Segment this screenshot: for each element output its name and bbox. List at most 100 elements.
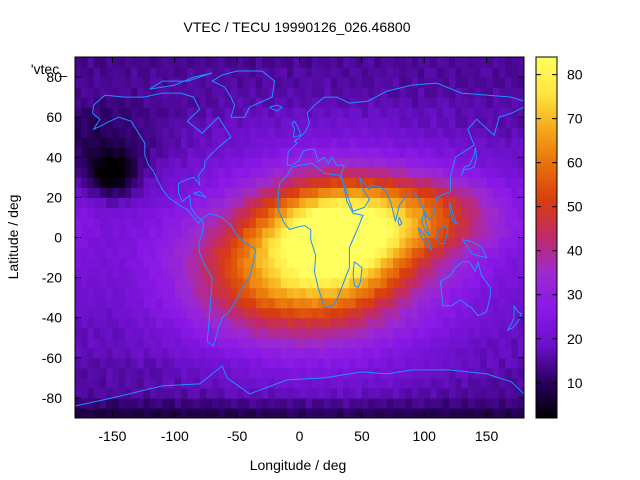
heatmap-cell [131,87,138,98]
heatmap-cell [156,67,163,78]
heatmap-cell [93,87,101,98]
heatmap-cell [199,347,207,359]
heatmap-cell [174,237,182,249]
heatmap-cell [424,157,432,168]
heatmap-cell [224,287,232,299]
heatmap-cell [511,377,519,389]
heatmap-cell [112,387,120,399]
heatmap-cell [174,287,182,299]
heatmap-cell [131,327,138,339]
heatmap-cell [505,307,513,319]
heatmap-cell [205,157,213,168]
heatmap-cell [237,347,244,359]
heatmap-cell [75,277,82,289]
heatmap-cell [368,157,375,168]
heatmap-cell [517,267,524,279]
heatmap-cell [187,107,195,118]
heatmap-cell [162,197,170,209]
heatmap-cell [336,367,344,379]
heatmap-cell [81,107,89,118]
heatmap-cell [218,397,226,409]
heatmap-cell [118,177,126,188]
heatmap-cell [218,337,226,349]
heatmap-cell [218,287,226,299]
heatmap-cell [93,287,101,299]
heatmap-cell [436,237,444,249]
heatmap-cell [461,207,469,219]
heatmap-cell [411,117,419,128]
heatmap-cell [380,187,388,198]
heatmap-cell [374,157,382,168]
heatmap-cell [187,317,195,329]
heatmap-cell [280,247,288,259]
heatmap-cell [461,67,469,78]
heatmap-cell [442,257,450,269]
heatmap-cell [318,367,326,379]
heatmap-cell [349,87,357,98]
heatmap-cell [368,147,375,158]
heatmap-cell [324,227,332,239]
heatmap-cell [386,87,394,98]
heatmap-cell [318,107,326,118]
heatmap-cell [461,407,469,418]
heatmap-cell [187,167,195,178]
colorbar-tick-label: 40 [567,243,583,259]
heatmap-cell [455,217,463,229]
heatmap-cell [255,67,263,78]
heatmap-cell [243,187,251,198]
heatmap-cell [430,87,438,98]
heatmap-cell [106,307,114,319]
heatmap-cell [517,387,524,399]
heatmap-cell [143,337,151,349]
heatmap-cell [393,107,400,118]
heatmap-cell [199,187,207,198]
heatmap-cell [492,297,500,309]
heatmap-cell [112,237,120,249]
heatmap-cell [368,187,375,198]
heatmap-cell [305,227,313,239]
heatmap-cell [455,137,463,148]
heatmap-cell [511,77,519,88]
heatmap-cell [93,307,101,319]
heatmap-cell [311,337,319,349]
heatmap-cell [87,287,95,299]
heatmap-cell [174,217,182,229]
heatmap-cell [118,307,126,319]
heatmap-cell [81,117,89,128]
heatmap-cell [461,267,469,279]
heatmap-cell [374,407,382,418]
heatmap-cell [305,217,313,229]
heatmap-cell [262,57,269,68]
heatmap-cell [149,177,157,188]
heatmap-cell [318,327,326,339]
heatmap-cell [442,157,450,168]
heatmap-cell [361,317,369,329]
heatmap-cell [499,217,506,229]
heatmap-cell [424,97,432,108]
heatmap-cell [81,267,89,279]
heatmap-cell [174,377,182,389]
heatmap-cell [199,227,207,239]
heatmap-cell [511,367,519,379]
heatmap-cell [467,407,475,418]
heatmap-cell [449,167,457,178]
heatmap-cell [505,327,513,339]
heatmap-cell [449,287,457,299]
heatmap-cell [199,107,207,118]
heatmap-cell [124,107,132,118]
heatmap-cell [174,357,182,369]
heatmap-cell [411,87,419,98]
heatmap-cell [361,87,369,98]
heatmap-cell [287,187,294,198]
heatmap-cell [442,137,450,148]
heatmap-cell [243,207,251,219]
heatmap-cell [118,107,126,118]
heatmap-cell [156,137,163,148]
heatmap-cell [293,317,301,329]
heatmap-cell [106,237,114,249]
heatmap-cell [361,167,369,178]
heatmap-cell [499,87,506,98]
heatmap-cell [143,317,151,329]
heatmap-cell [492,247,500,259]
heatmap-cell [156,397,163,409]
